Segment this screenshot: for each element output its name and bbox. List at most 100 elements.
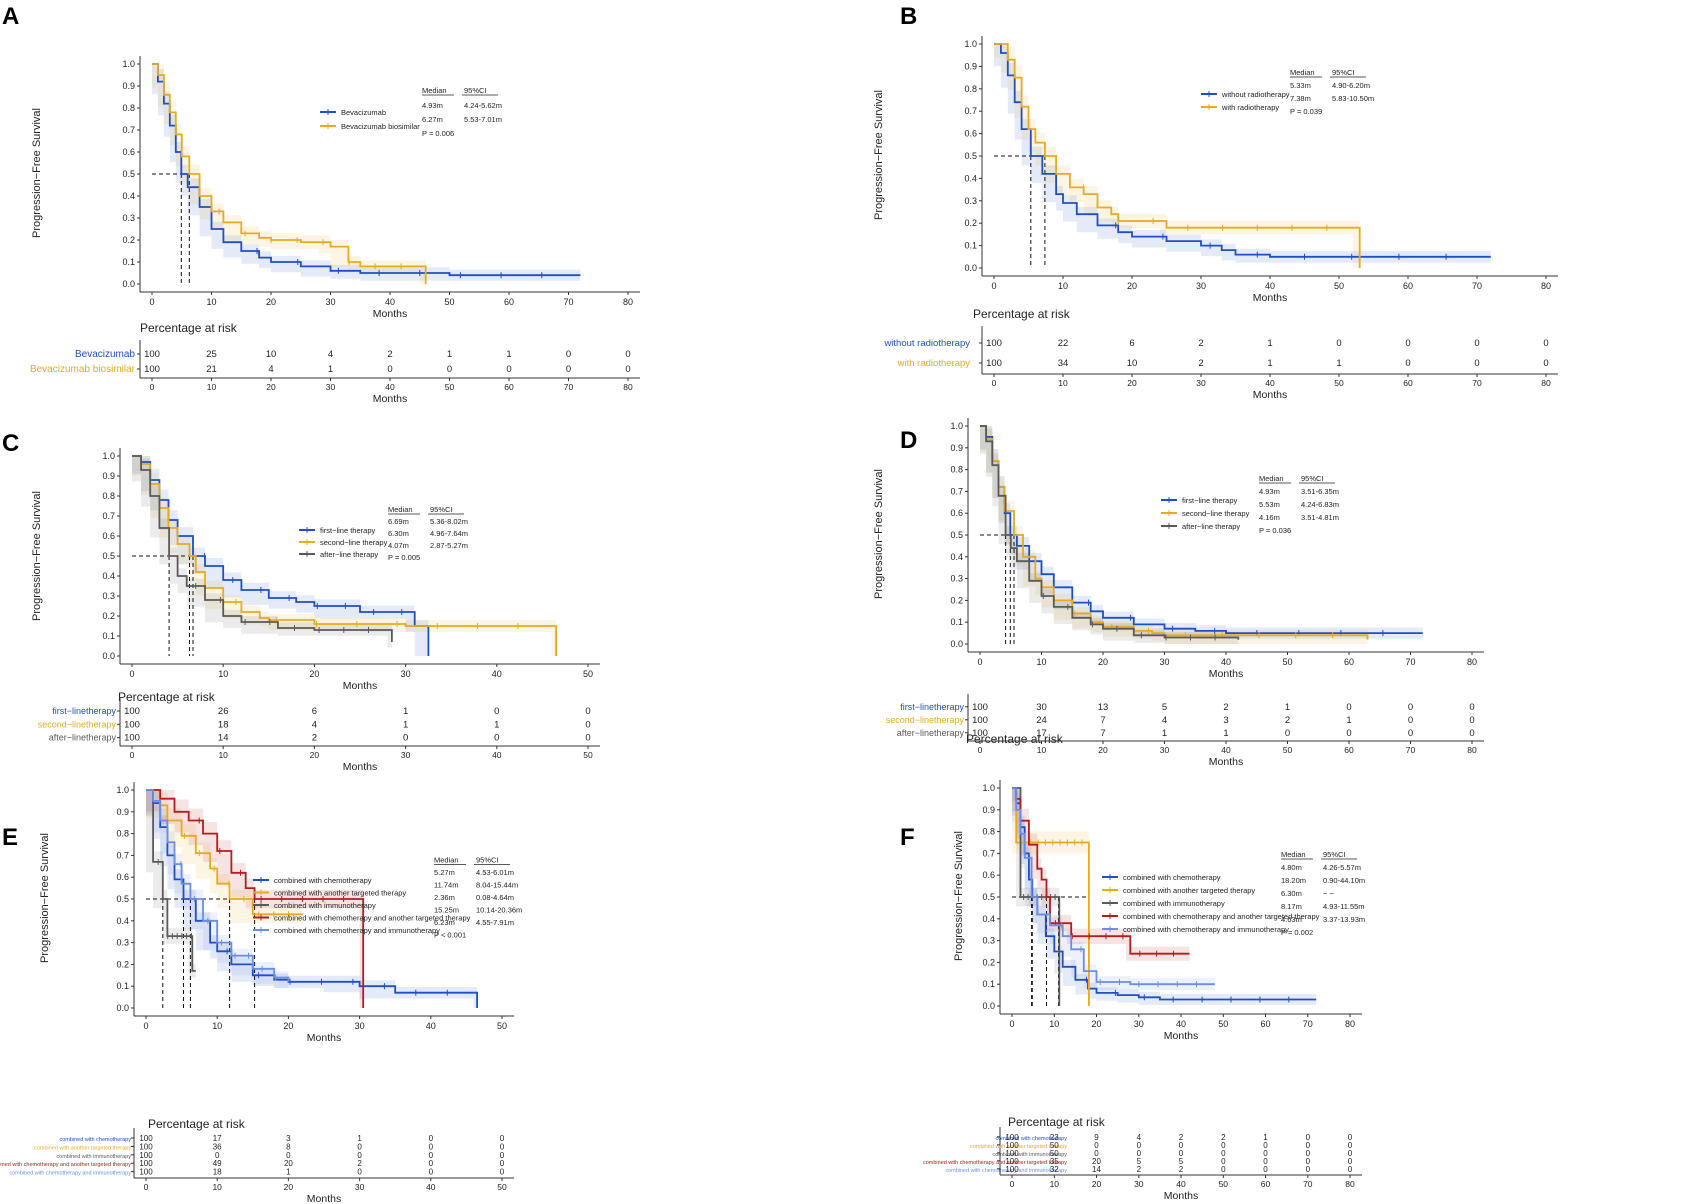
risk-value: 6 bbox=[1129, 338, 1134, 349]
legend-label: first−line therapy bbox=[1182, 496, 1237, 505]
risk-value: 100 bbox=[1005, 1157, 1019, 1166]
risk-x-tick-label: 0 bbox=[130, 750, 135, 760]
risk-value: 0 bbox=[1543, 358, 1548, 369]
risk-value: 0 bbox=[1306, 1141, 1311, 1150]
risk-value: 100 bbox=[139, 1168, 153, 1177]
risk-value: 2 bbox=[1179, 1133, 1184, 1142]
risk-value: 1 bbox=[1162, 728, 1167, 739]
risk-value: 100 bbox=[972, 715, 988, 726]
risk-value: 5 bbox=[1137, 1157, 1142, 1166]
ci-band bbox=[132, 456, 557, 656]
risk-value: 0 bbox=[1285, 728, 1290, 739]
risk-value: 34 bbox=[1058, 358, 1069, 369]
risk-value: 0 bbox=[1179, 1141, 1184, 1150]
y-tick-label: 0.3 bbox=[982, 936, 995, 946]
risk-row-label: combined with chemotherapy and immunothe… bbox=[945, 1168, 1067, 1174]
median-value: 6.30m bbox=[1281, 889, 1302, 898]
risk-x-tick-label: 20 bbox=[284, 1182, 294, 1192]
y-tick-label: 0.7 bbox=[102, 511, 115, 521]
risk-value: 0 bbox=[1221, 1165, 1226, 1174]
y-tick-label: 0.3 bbox=[102, 591, 115, 601]
risk-value: 0 bbox=[1137, 1141, 1142, 1150]
ci-band bbox=[980, 426, 1368, 644]
legend-label: second−line therapy bbox=[320, 538, 388, 547]
risk-value: 18 bbox=[213, 1168, 222, 1177]
panel-letter: B bbox=[900, 3, 917, 30]
risk-value: 0 bbox=[403, 733, 408, 744]
risk-value: 0 bbox=[1408, 728, 1413, 739]
risk-value: 100 bbox=[144, 349, 160, 360]
risk-row-label: combined with chemotherapy bbox=[995, 1136, 1067, 1142]
risk-x-tick-label: 30 bbox=[1196, 378, 1206, 388]
risk-x-tick-label: 30 bbox=[1160, 745, 1170, 755]
risk-value: 0 bbox=[500, 1159, 505, 1168]
risk-x-tick-label: 20 bbox=[266, 382, 276, 392]
risk-value: 0 bbox=[500, 1142, 505, 1151]
ci-header: 95%CI bbox=[1332, 68, 1355, 77]
risk-value: 1 bbox=[328, 364, 333, 375]
median-value: 15.25m bbox=[434, 906, 459, 915]
x-axis-label: Months bbox=[373, 308, 407, 320]
y-tick-label: 0.2 bbox=[964, 218, 977, 228]
risk-value: 100 bbox=[986, 358, 1002, 369]
risk-table: Percentage at risk combined with chemothe… bbox=[0, 1117, 514, 1204]
x-tick-label: 30 bbox=[401, 669, 411, 679]
risk-value: 0 bbox=[1348, 1149, 1353, 1158]
y-tick-label: 0.2 bbox=[116, 959, 129, 969]
risk-value: 0 bbox=[447, 364, 452, 375]
risk-value: 0 bbox=[1408, 702, 1413, 713]
legend-label: combined with immunotherapy bbox=[274, 901, 376, 910]
risk-x-tick-label: 30 bbox=[326, 382, 336, 392]
risk-value: 0 bbox=[357, 1168, 362, 1177]
risk-value: 0 bbox=[429, 1142, 434, 1151]
ci-band bbox=[146, 790, 303, 923]
risk-x-tick-label: 50 bbox=[1283, 745, 1293, 755]
risk-value: 1 bbox=[403, 706, 408, 717]
panel-letter: A bbox=[2, 3, 19, 30]
risk-x-axis-label: Months bbox=[343, 761, 377, 773]
y-tick-label: 0.5 bbox=[950, 530, 963, 540]
risk-x-tick-label: 40 bbox=[426, 1182, 436, 1192]
x-axis-label: Months bbox=[1164, 1030, 1198, 1042]
median-value: 4.80m bbox=[1281, 863, 1302, 872]
ci-value: 5.83-10.50m bbox=[1332, 94, 1374, 103]
risk-value: 0 bbox=[1263, 1165, 1268, 1174]
y-tick-label: 0.6 bbox=[116, 872, 129, 882]
x-tick-label: 70 bbox=[1472, 281, 1482, 291]
p-value: P = 0.002 bbox=[1281, 928, 1313, 937]
risk-value: 1 bbox=[357, 1134, 362, 1143]
y-tick-label: 0.3 bbox=[950, 574, 963, 584]
risk-row-label: first−linetherapy bbox=[52, 706, 116, 716]
km-curve bbox=[994, 43, 1491, 258]
km-curve bbox=[146, 789, 303, 916]
risk-value: 0 bbox=[625, 364, 630, 375]
y-tick-label: 0.1 bbox=[964, 241, 977, 251]
km-curve bbox=[1012, 787, 1215, 986]
y-tick-label: 0.0 bbox=[116, 1003, 129, 1013]
legend-label: after−line therapy bbox=[1182, 522, 1240, 531]
risk-row-label: combined with immunotherapy bbox=[56, 1154, 131, 1160]
risk-value: 2 bbox=[387, 349, 392, 360]
risk-value: 0 bbox=[357, 1142, 362, 1151]
legend-label: after−line therapy bbox=[320, 550, 378, 559]
legend-label: combined with chemotherapy bbox=[1123, 873, 1221, 882]
legend-label: combined with chemotherapy and immunothe… bbox=[274, 926, 440, 935]
risk-value: 0 bbox=[500, 1151, 505, 1160]
y-tick-label: 0.5 bbox=[116, 894, 129, 904]
risk-row-label: Bevacizumab biosimilar bbox=[30, 364, 136, 375]
risk-value: 2 bbox=[1221, 1133, 1226, 1142]
legend-label: combined with chemotherapy bbox=[274, 876, 372, 885]
ci-value: 4.90-6.20m bbox=[1332, 81, 1370, 90]
median-table: Median 95%CI 4.93m 3.51-6.35m 5.53m 4.24-6.83… bbox=[1259, 474, 1339, 535]
risk-value: 0 bbox=[429, 1134, 434, 1143]
risk-x-tick-label: 50 bbox=[1219, 1179, 1229, 1189]
risk-value: 8 bbox=[286, 1142, 291, 1151]
x-tick-label: 0 bbox=[991, 281, 996, 291]
ci-band bbox=[146, 790, 478, 1008]
median-table: Median 95%CI 5.33m 4.90-6.20m 7.38m 5.83-10.5… bbox=[1290, 68, 1374, 116]
median-value: 6.30m bbox=[388, 529, 409, 538]
median-value: 11.74m bbox=[434, 881, 458, 890]
y-tick-label: 0.8 bbox=[950, 465, 963, 475]
risk-x-tick-label: 20 bbox=[1127, 378, 1137, 388]
risk-value: 4 bbox=[328, 349, 333, 360]
